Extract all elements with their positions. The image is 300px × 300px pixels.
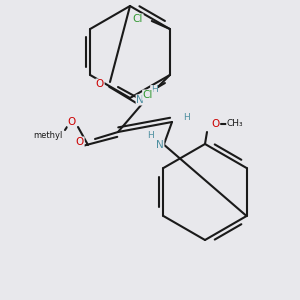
Text: O: O xyxy=(211,119,219,129)
Text: N: N xyxy=(136,95,144,105)
Text: H: H xyxy=(147,130,153,140)
Text: O: O xyxy=(96,79,104,89)
Text: methyl: methyl xyxy=(37,130,63,140)
Text: O: O xyxy=(68,117,76,127)
Text: O: O xyxy=(76,137,84,147)
Text: methyl: methyl xyxy=(33,130,63,140)
Text: N: N xyxy=(156,140,164,150)
Text: H: H xyxy=(151,85,158,94)
Text: Cl: Cl xyxy=(133,14,143,24)
Text: Cl: Cl xyxy=(142,90,153,100)
Text: H: H xyxy=(183,112,189,122)
Text: CH₃: CH₃ xyxy=(227,119,243,128)
